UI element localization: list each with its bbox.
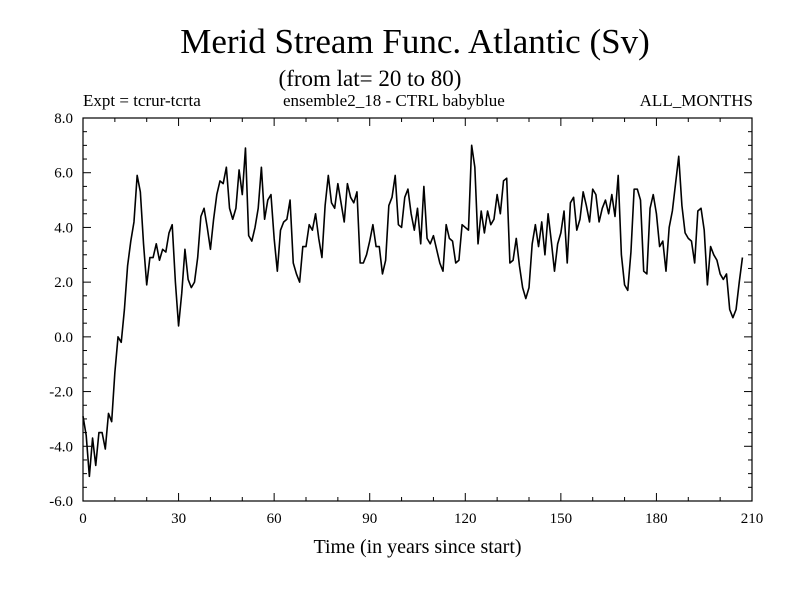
experiment-label: Expt = tcrur-tcrta — [83, 91, 201, 110]
ensemble-label: ensemble2_18 - CTRL babyblue — [283, 91, 505, 110]
x-tick-label: 150 — [550, 511, 573, 527]
plot-frame — [82, 117, 753, 502]
y-tick-label: -6.0 — [49, 494, 73, 510]
y-tick-label: 4.0 — [54, 220, 73, 236]
x-tick-label: 30 — [171, 511, 186, 527]
tick-labels: 0 30 60 90 120 150 180 210 -6.0 -4.0 -2.0 0.0 2.0 4.0… — [49, 111, 763, 527]
axis-ticks — [82, 117, 753, 502]
chart-title: Merid Stream Func. Atlantic (Sv) — [180, 22, 650, 61]
x-tick-label: 0 — [79, 511, 87, 527]
y-tick-label: 0.0 — [54, 330, 73, 346]
y-tick-label: -4.0 — [49, 439, 73, 455]
y-tick-label: 6.0 — [54, 166, 73, 182]
series-line — [82, 144, 744, 478]
y-tick-label: -2.0 — [49, 385, 73, 401]
chart-subtitle: (from lat= 20 to 80) — [278, 66, 462, 91]
y-tick-label: 8.0 — [54, 111, 73, 127]
x-axis-title: Time (in years since start) — [313, 536, 521, 558]
y-tick-label: 2.0 — [54, 275, 73, 291]
x-tick-label: 180 — [645, 511, 668, 527]
months-label: ALL_MONTHS — [639, 91, 753, 110]
x-tick-label: 210 — [741, 511, 764, 527]
x-tick-label: 120 — [454, 511, 477, 527]
x-tick-label: 60 — [267, 511, 282, 527]
x-tick-label: 90 — [362, 511, 377, 527]
